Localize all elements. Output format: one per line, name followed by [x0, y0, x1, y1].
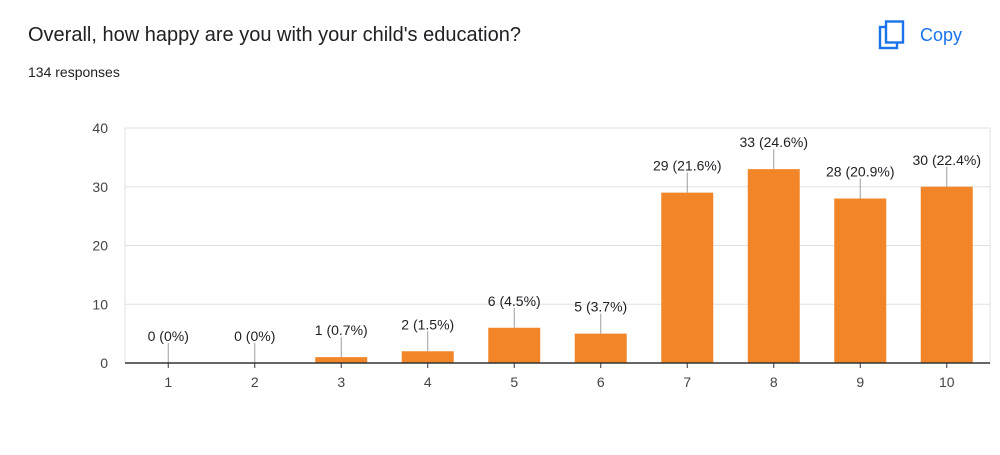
bar[interactable] — [920, 186, 973, 363]
copy-label: Copy — [920, 24, 963, 45]
x-tick-label: 1 — [164, 374, 172, 390]
data-label: 30 (22.4%) — [913, 152, 981, 168]
question-title: Overall, how happy are you with your chi… — [28, 24, 521, 46]
y-tick-label: 30 — [92, 179, 108, 195]
bar[interactable] — [574, 333, 627, 363]
x-tick-label: 4 — [424, 374, 432, 390]
data-label: 1 (0.7%) — [315, 322, 368, 338]
x-tick-label: 9 — [856, 374, 864, 390]
bar[interactable] — [488, 327, 541, 363]
data-label: 0 (0%) — [148, 328, 189, 344]
bar[interactable] — [315, 357, 368, 363]
y-tick-label: 0 — [100, 355, 108, 371]
x-tick-label: 2 — [251, 374, 259, 390]
x-tick-label: 5 — [510, 374, 518, 390]
y-tick-label: 10 — [92, 296, 108, 312]
x-tick-label: 10 — [939, 374, 955, 390]
x-tick-label: 7 — [683, 374, 691, 390]
bar[interactable] — [401, 351, 454, 363]
y-tick-label: 40 — [92, 120, 108, 136]
data-label: 5 (3.7%) — [574, 299, 627, 315]
x-tick-label: 8 — [770, 374, 778, 390]
data-label: 29 (21.6%) — [653, 158, 721, 174]
data-label: 2 (1.5%) — [401, 316, 454, 332]
copy-button[interactable]: Copy — [878, 18, 962, 52]
data-label: 28 (20.9%) — [826, 164, 894, 180]
response-count: 134 responses — [28, 64, 120, 80]
y-tick-label: 20 — [92, 238, 108, 254]
bar[interactable] — [834, 198, 887, 364]
data-label: 0 (0%) — [234, 328, 275, 344]
bar[interactable] — [747, 169, 800, 363]
bar[interactable] — [661, 192, 714, 363]
copy-icon — [878, 20, 906, 50]
x-tick-label: 3 — [337, 374, 345, 390]
x-tick-label: 6 — [597, 374, 605, 390]
data-label: 6 (4.5%) — [488, 293, 541, 309]
data-label: 33 (24.6%) — [740, 134, 808, 150]
